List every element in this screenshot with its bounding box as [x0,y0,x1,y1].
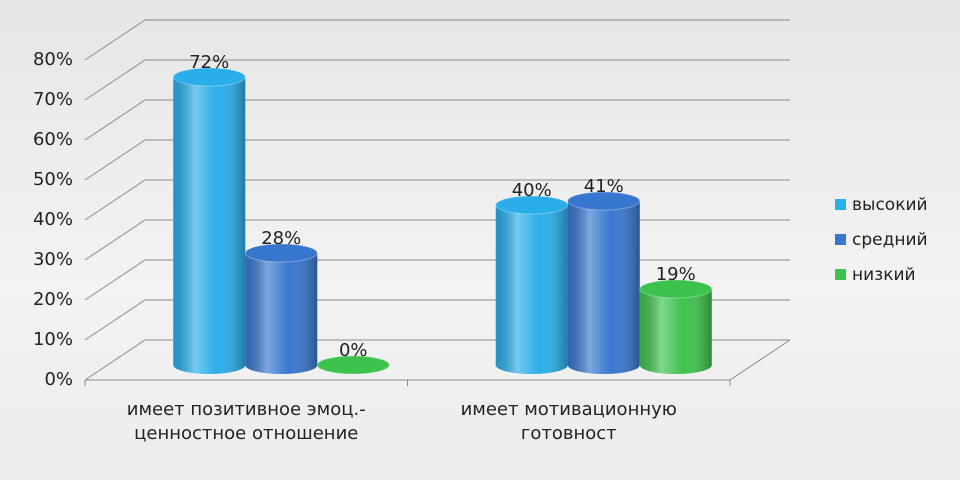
bar-body-shade [639,289,712,365]
bar-body-shade [245,253,318,365]
grid-line [84,139,790,181]
bar-top [244,243,318,263]
y-tick-label: 30% [33,249,73,270]
grid-line [84,19,790,61]
bar [495,195,569,374]
bar [244,243,318,374]
y-tick-label: 50% [33,169,73,190]
grid-line [84,99,790,141]
value-label: 28% [261,228,301,249]
bar [567,191,641,374]
bar [639,279,713,374]
value-label: 40% [512,180,552,201]
value-label: 41% [584,176,624,197]
x-tick-label: имеет мотивационную готовност [460,399,677,444]
value-label: 72% [189,52,229,73]
bar [172,67,246,374]
y-tick-label: 20% [33,289,73,310]
y-tick-label: 60% [33,129,73,150]
legend-label: высокий [852,195,928,215]
bar [316,355,390,375]
value-label: 19% [656,264,696,285]
bar-body-shade [173,77,246,365]
bar-top [639,279,713,299]
legend-swatch [835,199,846,210]
y-tick-label: 80% [33,49,73,70]
y-tick-label: 70% [33,89,73,110]
y-tick-label: 40% [33,209,73,230]
x-tick-label: имеет позитивное эмоц.-ценностное отноше… [126,399,366,444]
value-label: 0% [339,340,368,361]
legend-swatch [835,269,846,280]
bar-top [172,67,246,87]
legend-label: низкий [852,265,916,285]
bar-body-shade [567,201,640,365]
floor-edge [729,339,791,381]
legend-swatch [835,234,846,245]
grid-line [84,59,790,101]
bar-top [567,191,641,211]
bar-top [316,355,390,375]
y-tick-label: 10% [33,329,73,350]
legend-label: средний [852,230,928,250]
grid-line [84,179,790,221]
y-tick-label: 0% [44,369,73,390]
bar-body-shade [495,205,568,365]
